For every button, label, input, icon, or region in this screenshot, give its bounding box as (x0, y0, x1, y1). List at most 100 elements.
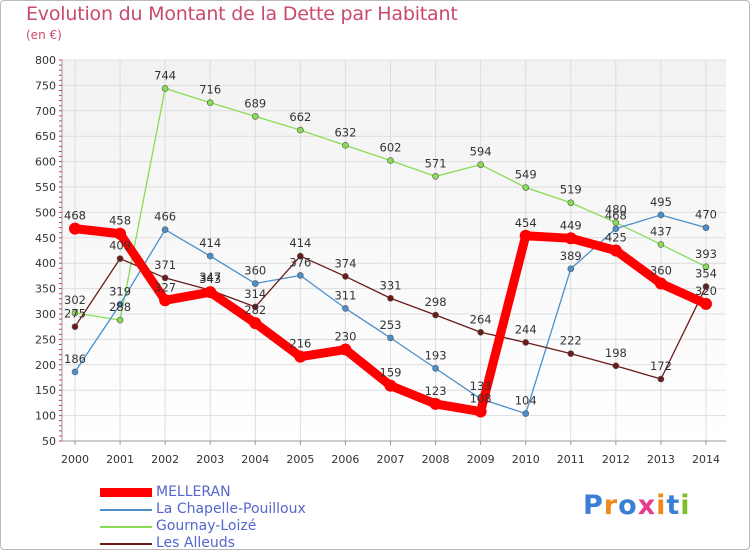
series-layer (69, 85, 712, 418)
data-label-gournay-loize: 744 (154, 68, 176, 82)
data-label-melleran: 425 (605, 231, 627, 245)
x-tick-label: 2002 (151, 453, 179, 466)
data-point-la-chapelle-pouilloux (206, 252, 214, 260)
data-point-les-alleuds (297, 252, 304, 260)
data-label-les-alleuds: 354 (695, 267, 717, 281)
data-point-melleran (294, 350, 307, 363)
data-point-les-alleuds (567, 350, 575, 357)
data-label-gournay-loize: 632 (334, 125, 356, 139)
x-tick-label: 2005 (286, 453, 314, 466)
data-label-gournay-loize: 519 (560, 183, 582, 197)
y-tick-label: 550 (35, 181, 56, 194)
data-label-la-chapelle-pouilloux: 253 (380, 318, 402, 332)
x-tick-label: 2001 (106, 453, 134, 466)
logo-letter: i (680, 490, 691, 521)
data-label-les-alleuds: 409 (109, 239, 131, 253)
legend-swatch-la-chapelle-pouilloux (100, 509, 152, 511)
data-label-melleran: 123 (425, 384, 447, 398)
chart-title: Evolution du Montant de la Dette par Hab… (26, 3, 458, 25)
logo-letter: t (666, 490, 681, 521)
data-point-la-chapelle-pouilloux (612, 225, 620, 232)
data-point-melleran (159, 294, 172, 307)
x-tick-label: 2010 (512, 453, 540, 466)
data-label-les-alleuds: 264 (470, 312, 492, 326)
data-point-melleran (700, 297, 712, 310)
data-label-les-alleuds: 371 (154, 258, 176, 272)
data-label-gournay-loize: 716 (199, 83, 221, 97)
data-point-gournay-loize (116, 316, 124, 324)
data-point-les-alleuds (522, 339, 530, 346)
data-label-gournay-loize: 602 (380, 141, 402, 155)
data-point-la-chapelle-pouilloux (387, 334, 394, 342)
data-label-gournay-loize: 689 (244, 96, 266, 110)
data-label-gournay-loize: 393 (695, 247, 717, 261)
x-tick-label: 2008 (422, 453, 450, 466)
data-point-les-alleuds (251, 303, 259, 311)
data-label-melleran: 449 (560, 218, 582, 232)
y-tick-label: 450 (35, 232, 56, 245)
data-label-gournay-loize: 594 (470, 145, 492, 159)
series-les-alleuds (71, 252, 710, 383)
data-label-les-alleuds: 314 (244, 287, 266, 301)
data-label-les-alleuds: 414 (289, 236, 311, 250)
data-point-melleran (114, 227, 127, 240)
data-label-la-chapelle-pouilloux: 414 (199, 236, 221, 250)
logo-letter: o (618, 490, 638, 521)
data-label-melleran: 320 (695, 284, 717, 298)
data-point-melleran (204, 286, 217, 299)
data-point-la-chapelle-pouilloux (702, 224, 710, 231)
y-tick-label: 700 (35, 105, 56, 118)
data-label-melleran: 159 (380, 366, 402, 380)
data-point-gournay-loize (206, 99, 214, 106)
x-tick-label: 2014 (692, 453, 720, 466)
legend-label-les-alleuds: Les Alleuds (156, 535, 235, 551)
data-point-melleran (429, 397, 442, 410)
legend-swatch-gournay-loize (100, 526, 152, 528)
data-point-gournay-loize (251, 113, 259, 120)
data-label-la-chapelle-pouilloux: 311 (334, 288, 356, 302)
data-point-melleran (384, 379, 397, 392)
axes: 50 100 150 200 250 300 350 400 450 500 550 600 650 70… (35, 54, 726, 466)
data-point-les-alleuds (702, 283, 710, 290)
x-tick-label: 2012 (602, 453, 630, 466)
data-point-les-alleuds (71, 323, 79, 331)
data-label-melleran: 230 (334, 330, 356, 344)
data-label-gournay-loize: 662 (289, 110, 311, 124)
data-label-gournay-loize: 302 (64, 293, 86, 307)
data-point-les-alleuds (387, 294, 394, 302)
data-point-la-chapelle-pouilloux (567, 265, 575, 273)
legend-label-la-chapelle-pouilloux: La Chapelle-Pouilloux (156, 501, 306, 517)
data-point-les-alleuds (116, 255, 124, 262)
data-point-melleran (249, 317, 262, 330)
y-tick-label: 650 (35, 130, 56, 143)
legend-swatch-melleran (100, 488, 152, 497)
x-tick-label: 2003 (196, 453, 224, 466)
data-label-la-chapelle-pouilloux: 466 (154, 210, 176, 224)
data-label-la-chapelle-pouilloux: 193 (425, 348, 447, 362)
y-tick-label: 350 (35, 283, 56, 296)
y-tick-label: 800 (35, 54, 56, 67)
y-tick-label: 250 (35, 333, 56, 346)
y-tick-label: 150 (35, 384, 56, 397)
data-label-les-alleuds: 347 (199, 270, 221, 284)
legend-label-melleran: MELLERAN (156, 484, 231, 500)
data-point-les-alleuds (432, 311, 439, 319)
data-point-melleran (69, 222, 81, 235)
data-label-les-alleuds: 222 (560, 334, 582, 348)
data-label-la-chapelle-pouilloux: 104 (515, 394, 537, 408)
x-tick-label: 2006 (331, 453, 359, 466)
data-label-la-chapelle-pouilloux: 495 (650, 195, 672, 209)
y-tick-label: 200 (35, 359, 56, 372)
data-point-melleran (519, 229, 532, 242)
data-point-les-alleuds (477, 328, 484, 336)
data-label-melleran: 360 (650, 264, 672, 278)
data-label-gournay-loize: 480 (605, 203, 627, 217)
data-point-la-chapelle-pouilloux (522, 410, 530, 417)
logo-letter: x (637, 490, 657, 521)
data-point-gournay-loize (432, 173, 439, 180)
data-label-melleran: 108 (470, 392, 492, 406)
data-point-melleran (564, 232, 577, 245)
data-point-la-chapelle-pouilloux (342, 305, 349, 312)
x-tick-label: 2000 (61, 453, 89, 466)
legend-label-gournay-loize: Gournay-Loizé (156, 518, 257, 534)
